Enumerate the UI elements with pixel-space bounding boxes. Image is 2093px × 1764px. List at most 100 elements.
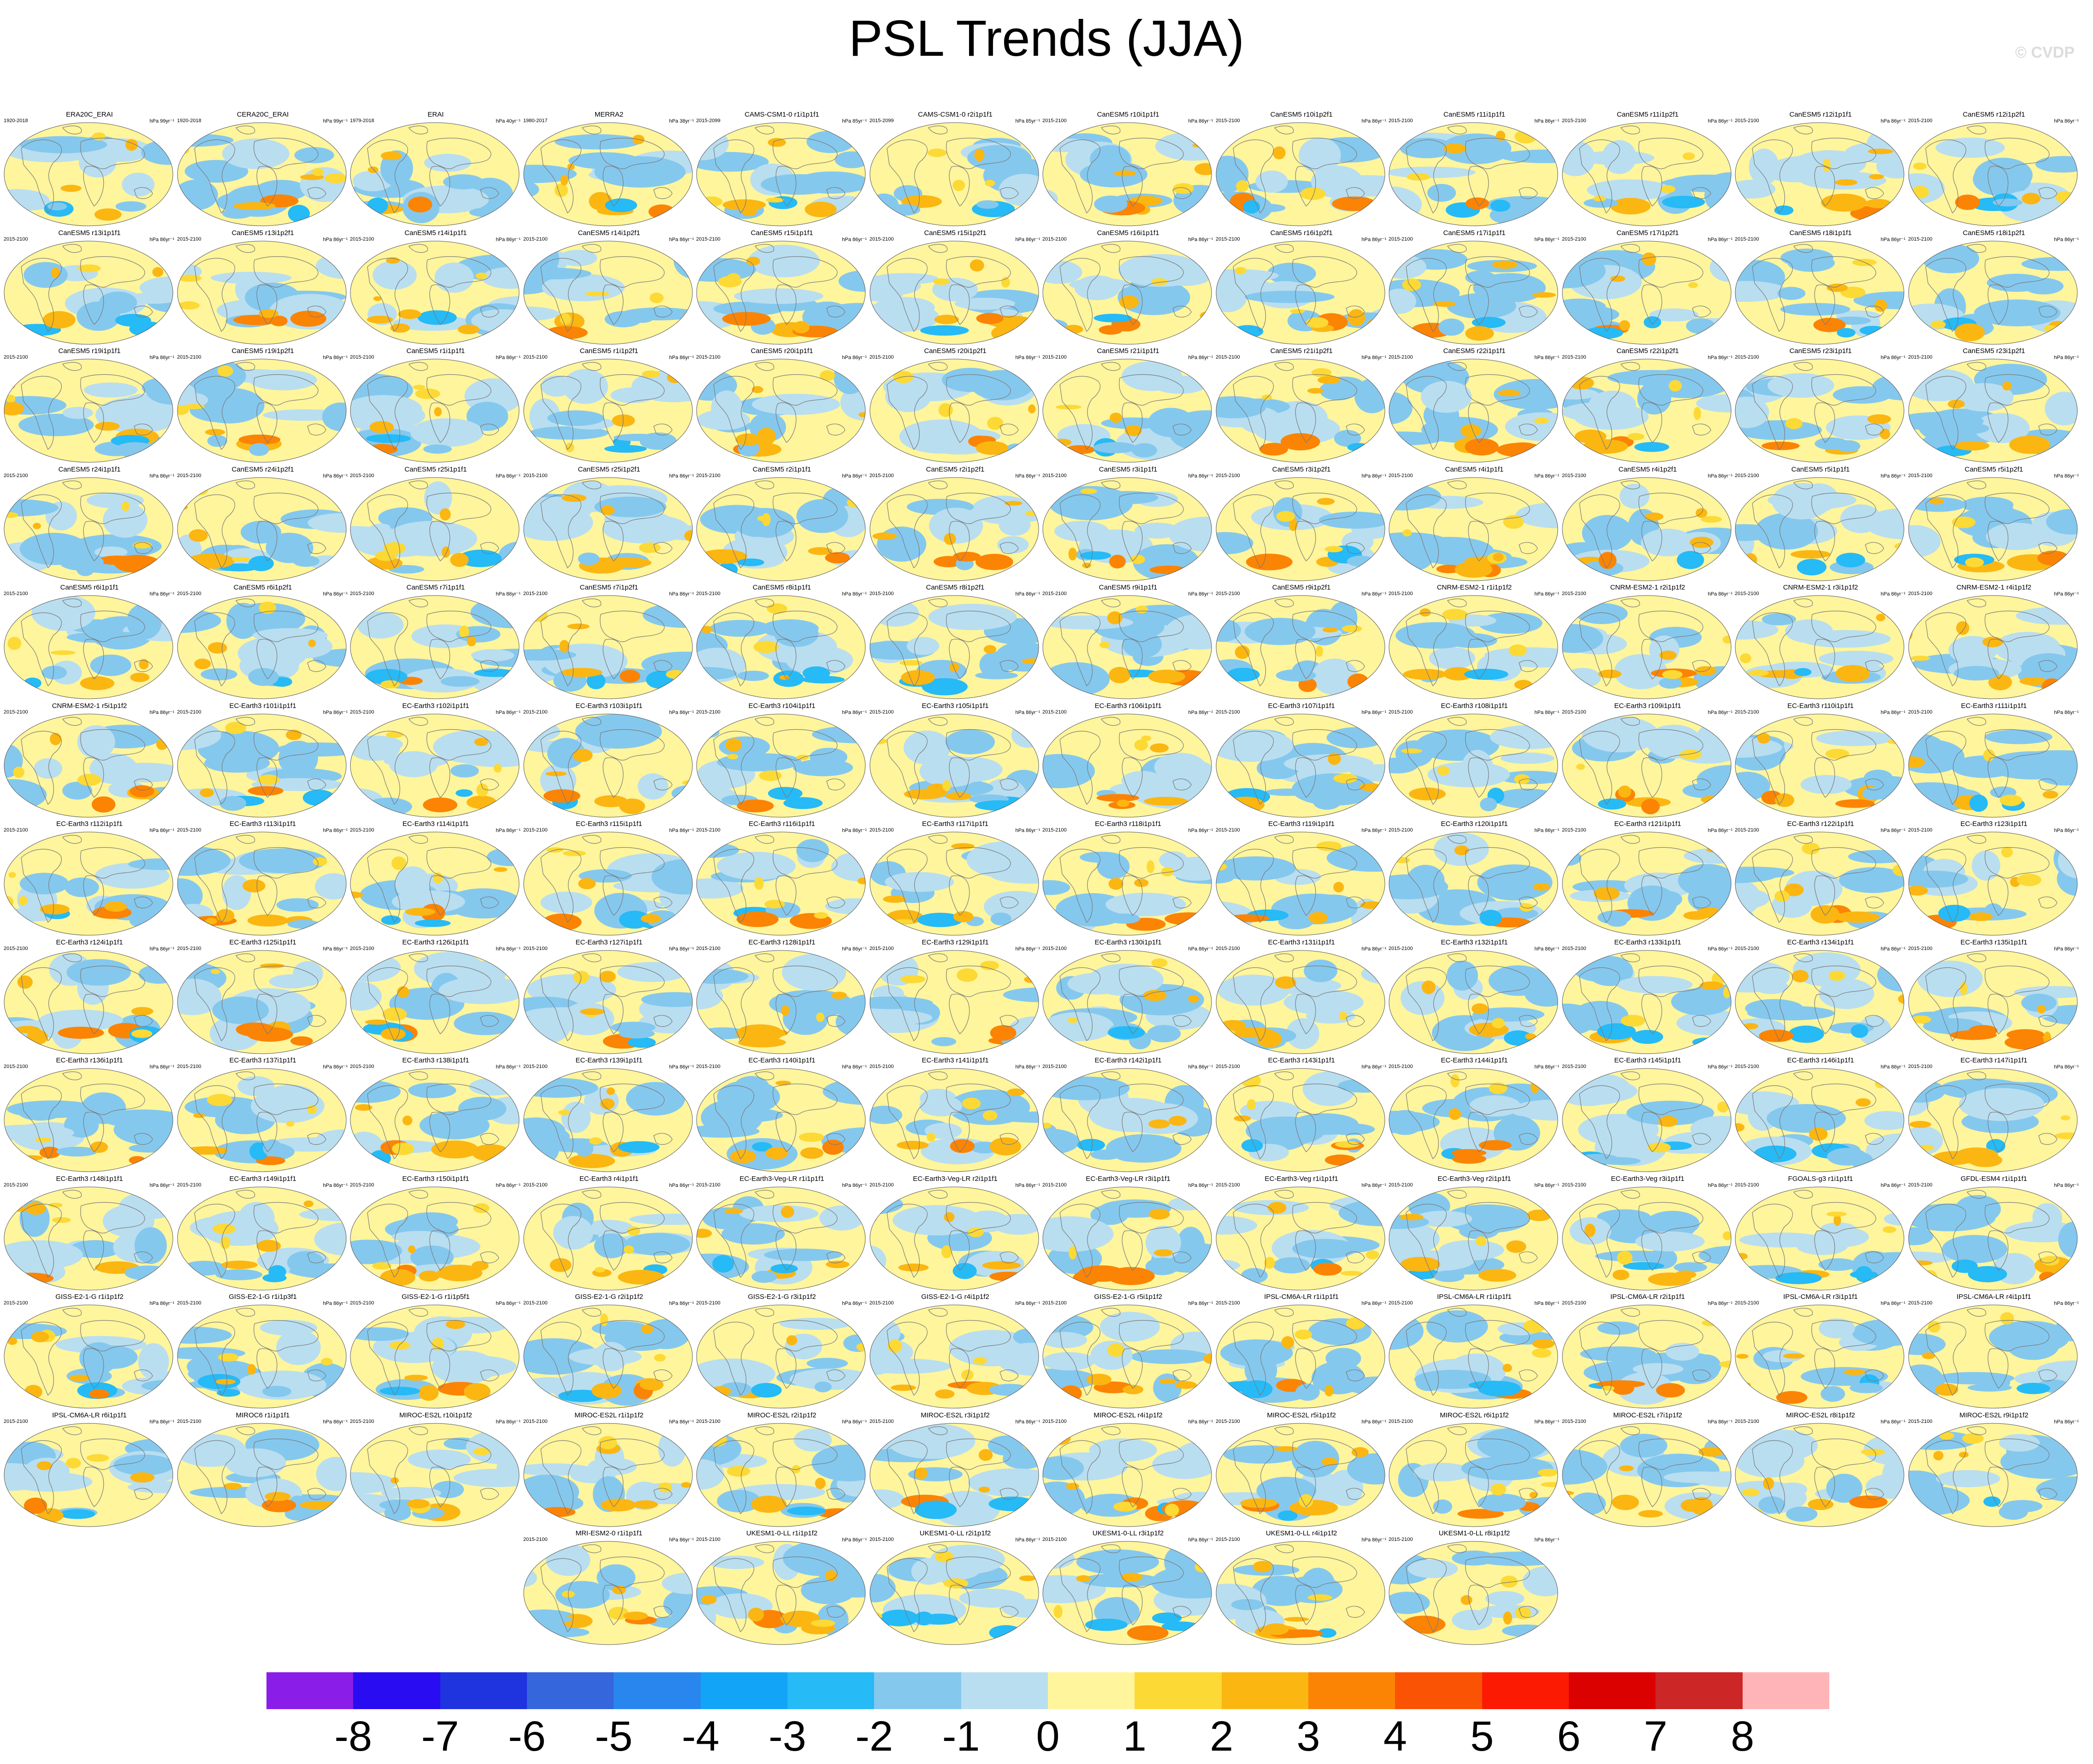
map-panel: IPSL-CM6A-LR r4i1p1f1 2015-2100 hPa 86yr⁻¹ bbox=[1907, 1293, 2081, 1414]
panel-units: hPa 86yr⁻¹ bbox=[149, 355, 175, 360]
panel-units: hPa 86yr⁻¹ bbox=[149, 828, 175, 833]
map-panel: CERA20C_ERAI 1920-2018 hPa 99yr⁻¹ bbox=[176, 111, 349, 231]
panel-units: hPa 86yr⁻¹ bbox=[1534, 1419, 1560, 1425]
panel-years: 2015-2100 bbox=[696, 1537, 721, 1542]
colorbar-swatch bbox=[961, 1672, 1048, 1709]
globe-map bbox=[4, 477, 173, 581]
globe-map bbox=[1562, 477, 1732, 581]
panel-title: GISS-E2-1-G r1i1p3f1 bbox=[229, 1293, 297, 1301]
map-panel: CanESM5 r2i1p1f1 2015-2100 hPa 86yr⁻¹ bbox=[695, 466, 869, 586]
panel-title: CanESM5 r10i1p2f1 bbox=[1270, 111, 1333, 118]
panel-years: 2015-2100 bbox=[1389, 473, 1413, 478]
panel-title: EC-Earth3 r138i1p1f1 bbox=[402, 1056, 469, 1064]
globe-map bbox=[4, 1186, 173, 1291]
globe-map bbox=[1216, 359, 1385, 463]
panel-title: EC-Earth3 r102i1p1f1 bbox=[402, 702, 469, 710]
panel-years: 2015-2100 bbox=[350, 827, 374, 833]
panel-units: hPa 86yr⁻¹ bbox=[1708, 473, 1733, 479]
panel-title: EC-Earth3 r109i1p1f1 bbox=[1614, 702, 1681, 710]
panel-units: hPa 86yr⁻¹ bbox=[323, 1419, 348, 1425]
globe-map bbox=[1562, 595, 1732, 699]
map-panel: MIROC-ES2L r8i1p1f2 2015-2100 hPa 86yr⁻¹ bbox=[1734, 1411, 1907, 1532]
map-panel: CanESM5 r8i1p2f1 2015-2100 hPa 86yr⁻¹ bbox=[869, 584, 1042, 704]
panel-years: 2015-2100 bbox=[1042, 473, 1067, 478]
panel-units: hPa 86yr⁻¹ bbox=[1880, 591, 1906, 597]
globe-map bbox=[177, 477, 347, 581]
panel-years: 2015-2100 bbox=[177, 1300, 201, 1306]
globe-map bbox=[350, 359, 520, 463]
panel-years: 2015-2100 bbox=[869, 1182, 894, 1188]
panel-title: UKESM1-0-LL r1i1p1f2 bbox=[746, 1529, 818, 1537]
globe-map bbox=[177, 122, 347, 226]
panel-years: 2015-2100 bbox=[1389, 1537, 1413, 1542]
globe-map bbox=[696, 241, 866, 345]
globe-map bbox=[1042, 1068, 1212, 1172]
panel-title: IPSL-CM6A-LR r6i1p1f1 bbox=[52, 1411, 127, 1419]
map-panel: CanESM5 r1i1p1f1 2015-2100 hPa 86yr⁻¹ bbox=[349, 347, 522, 468]
globe-map bbox=[696, 122, 866, 226]
panel-years: 2015-2100 bbox=[523, 1419, 548, 1424]
globe-map bbox=[869, 1304, 1039, 1409]
panel-years: 2015-2100 bbox=[523, 1182, 548, 1188]
panel-units: hPa 86yr⁻¹ bbox=[496, 237, 521, 242]
globe-map bbox=[523, 1304, 693, 1409]
panel-units: hPa 86yr⁻¹ bbox=[842, 1064, 867, 1070]
panel-title: EC-Earth3 r141i1p1f1 bbox=[922, 1056, 989, 1064]
panel-years: 2015-2100 bbox=[1389, 946, 1413, 951]
panel-years: 2015-2100 bbox=[1216, 236, 1240, 242]
panel-years: 2015-2100 bbox=[869, 354, 894, 360]
panel-units: hPa 86yr⁻¹ bbox=[1880, 1183, 1906, 1188]
globe-map bbox=[1735, 1186, 1904, 1291]
panel-title: EC-Earth3 r101i1p1f1 bbox=[229, 702, 296, 710]
globe-map bbox=[1908, 595, 2078, 699]
panel-units: hPa 86yr⁻¹ bbox=[1361, 710, 1387, 715]
globe-map bbox=[350, 595, 520, 699]
map-panel: GFDL-ESM4 r1i1p1f1 2015-2100 hPa 86yr⁻¹ bbox=[1907, 1175, 2081, 1296]
panel-title: EC-Earth3 r104i1p1f1 bbox=[748, 702, 816, 710]
panel-years: 2015-2100 bbox=[1216, 709, 1240, 715]
map-panel: CanESM5 r14i1p1f1 2015-2100 hPa 86yr⁻¹ bbox=[349, 229, 522, 350]
panel-title: EC-Earth3 r136i1p1f1 bbox=[56, 1056, 123, 1064]
panel-units: hPa 86yr⁻¹ bbox=[1361, 1183, 1387, 1188]
colorbar-tick-label: 3 bbox=[1296, 1713, 1320, 1760]
panel-years: 2015-2100 bbox=[4, 946, 28, 951]
map-panel: EC-Earth3 r126i1p1f1 2015-2100 hPa 86yr⁻¹ bbox=[349, 938, 522, 1059]
map-panel: CanESM5 r9i1p2f1 2015-2100 hPa 86yr⁻¹ bbox=[1215, 584, 1388, 704]
panel-units: hPa 86yr⁻¹ bbox=[149, 946, 175, 952]
map-panel: EC-Earth3 r104i1p1f1 2015-2100 hPa 86yr⁻¹ bbox=[695, 702, 869, 823]
map-panel: EC-Earth3 r112i1p1f1 2015-2100 hPa 86yr⁻¹ bbox=[3, 820, 176, 941]
colorbar-tick-label: 2 bbox=[1210, 1713, 1234, 1760]
panel-units: hPa 86yr⁻¹ bbox=[1880, 473, 1906, 479]
panel-title: MIROC-ES2L r7i1p1f2 bbox=[1613, 1411, 1682, 1419]
map-panel: GISS-E2-1-G r1i1p5f1 2015-2100 hPa 86yr⁻¹ bbox=[349, 1293, 522, 1414]
globe-map bbox=[1216, 714, 1385, 818]
panel-units: hPa 86yr⁻¹ bbox=[1015, 1064, 1041, 1070]
globe-map bbox=[177, 359, 347, 463]
map-panel: CanESM5 r24i1p1f1 2015-2100 hPa 86yr⁻¹ bbox=[3, 466, 176, 586]
globe-map bbox=[869, 359, 1039, 463]
panel-years: 2015-2100 bbox=[177, 354, 201, 360]
panel-title: MIROC-ES2L r9i1p1f2 bbox=[1959, 1411, 2028, 1419]
map-panel: EC-Earth3 r146i1p1f1 2015-2100 hPa 86yr⁻¹ bbox=[1734, 1056, 1907, 1177]
panel-years: 2015-2100 bbox=[1908, 591, 1933, 596]
globe-map bbox=[1735, 1068, 1904, 1172]
globe-map bbox=[869, 1423, 1039, 1527]
panel-units: hPa 86yr⁻¹ bbox=[2054, 118, 2079, 124]
panel-title: CanESM5 r13i1p1f1 bbox=[58, 229, 121, 237]
map-panel: CanESM5 r10i1p1f1 2015-2100 hPa 86yr⁻¹ bbox=[1041, 111, 1215, 231]
panel-years: 2015-2100 bbox=[4, 709, 28, 715]
panel-years: 2015-2100 bbox=[4, 1182, 28, 1188]
panel-units: hPa 86yr⁻¹ bbox=[1188, 237, 1213, 242]
panel-units: hPa 86yr⁻¹ bbox=[1361, 473, 1387, 479]
map-panel: IPSL-CM6A-LR r1i1p1f1 2015-2100 hPa 86yr⁻¹ bbox=[1215, 1293, 1388, 1414]
map-panel: EC-Earth3 r110i1p1f1 2015-2100 hPa 86yr⁻¹ bbox=[1734, 702, 1907, 823]
panel-years: 2015-2100 bbox=[350, 946, 374, 951]
panel-years: 2015-2100 bbox=[177, 236, 201, 242]
map-panel: CanESM5 r2i1p2f1 2015-2100 hPa 86yr⁻¹ bbox=[869, 466, 1042, 586]
map-panel: CanESM5 r20i1p2f1 2015-2100 hPa 86yr⁻¹ bbox=[869, 347, 1042, 468]
panel-units: hPa 86yr⁻¹ bbox=[1880, 1064, 1906, 1070]
globe-map bbox=[1389, 122, 1558, 226]
map-panel: EC-Earth3 r113i1p1f1 2015-2100 hPa 86yr⁻¹ bbox=[176, 820, 349, 941]
globe-map bbox=[1562, 122, 1732, 226]
